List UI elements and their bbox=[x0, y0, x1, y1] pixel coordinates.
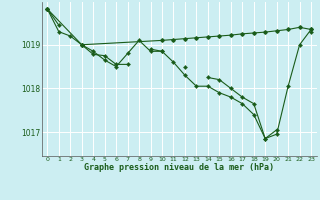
X-axis label: Graphe pression niveau de la mer (hPa): Graphe pression niveau de la mer (hPa) bbox=[84, 163, 274, 172]
